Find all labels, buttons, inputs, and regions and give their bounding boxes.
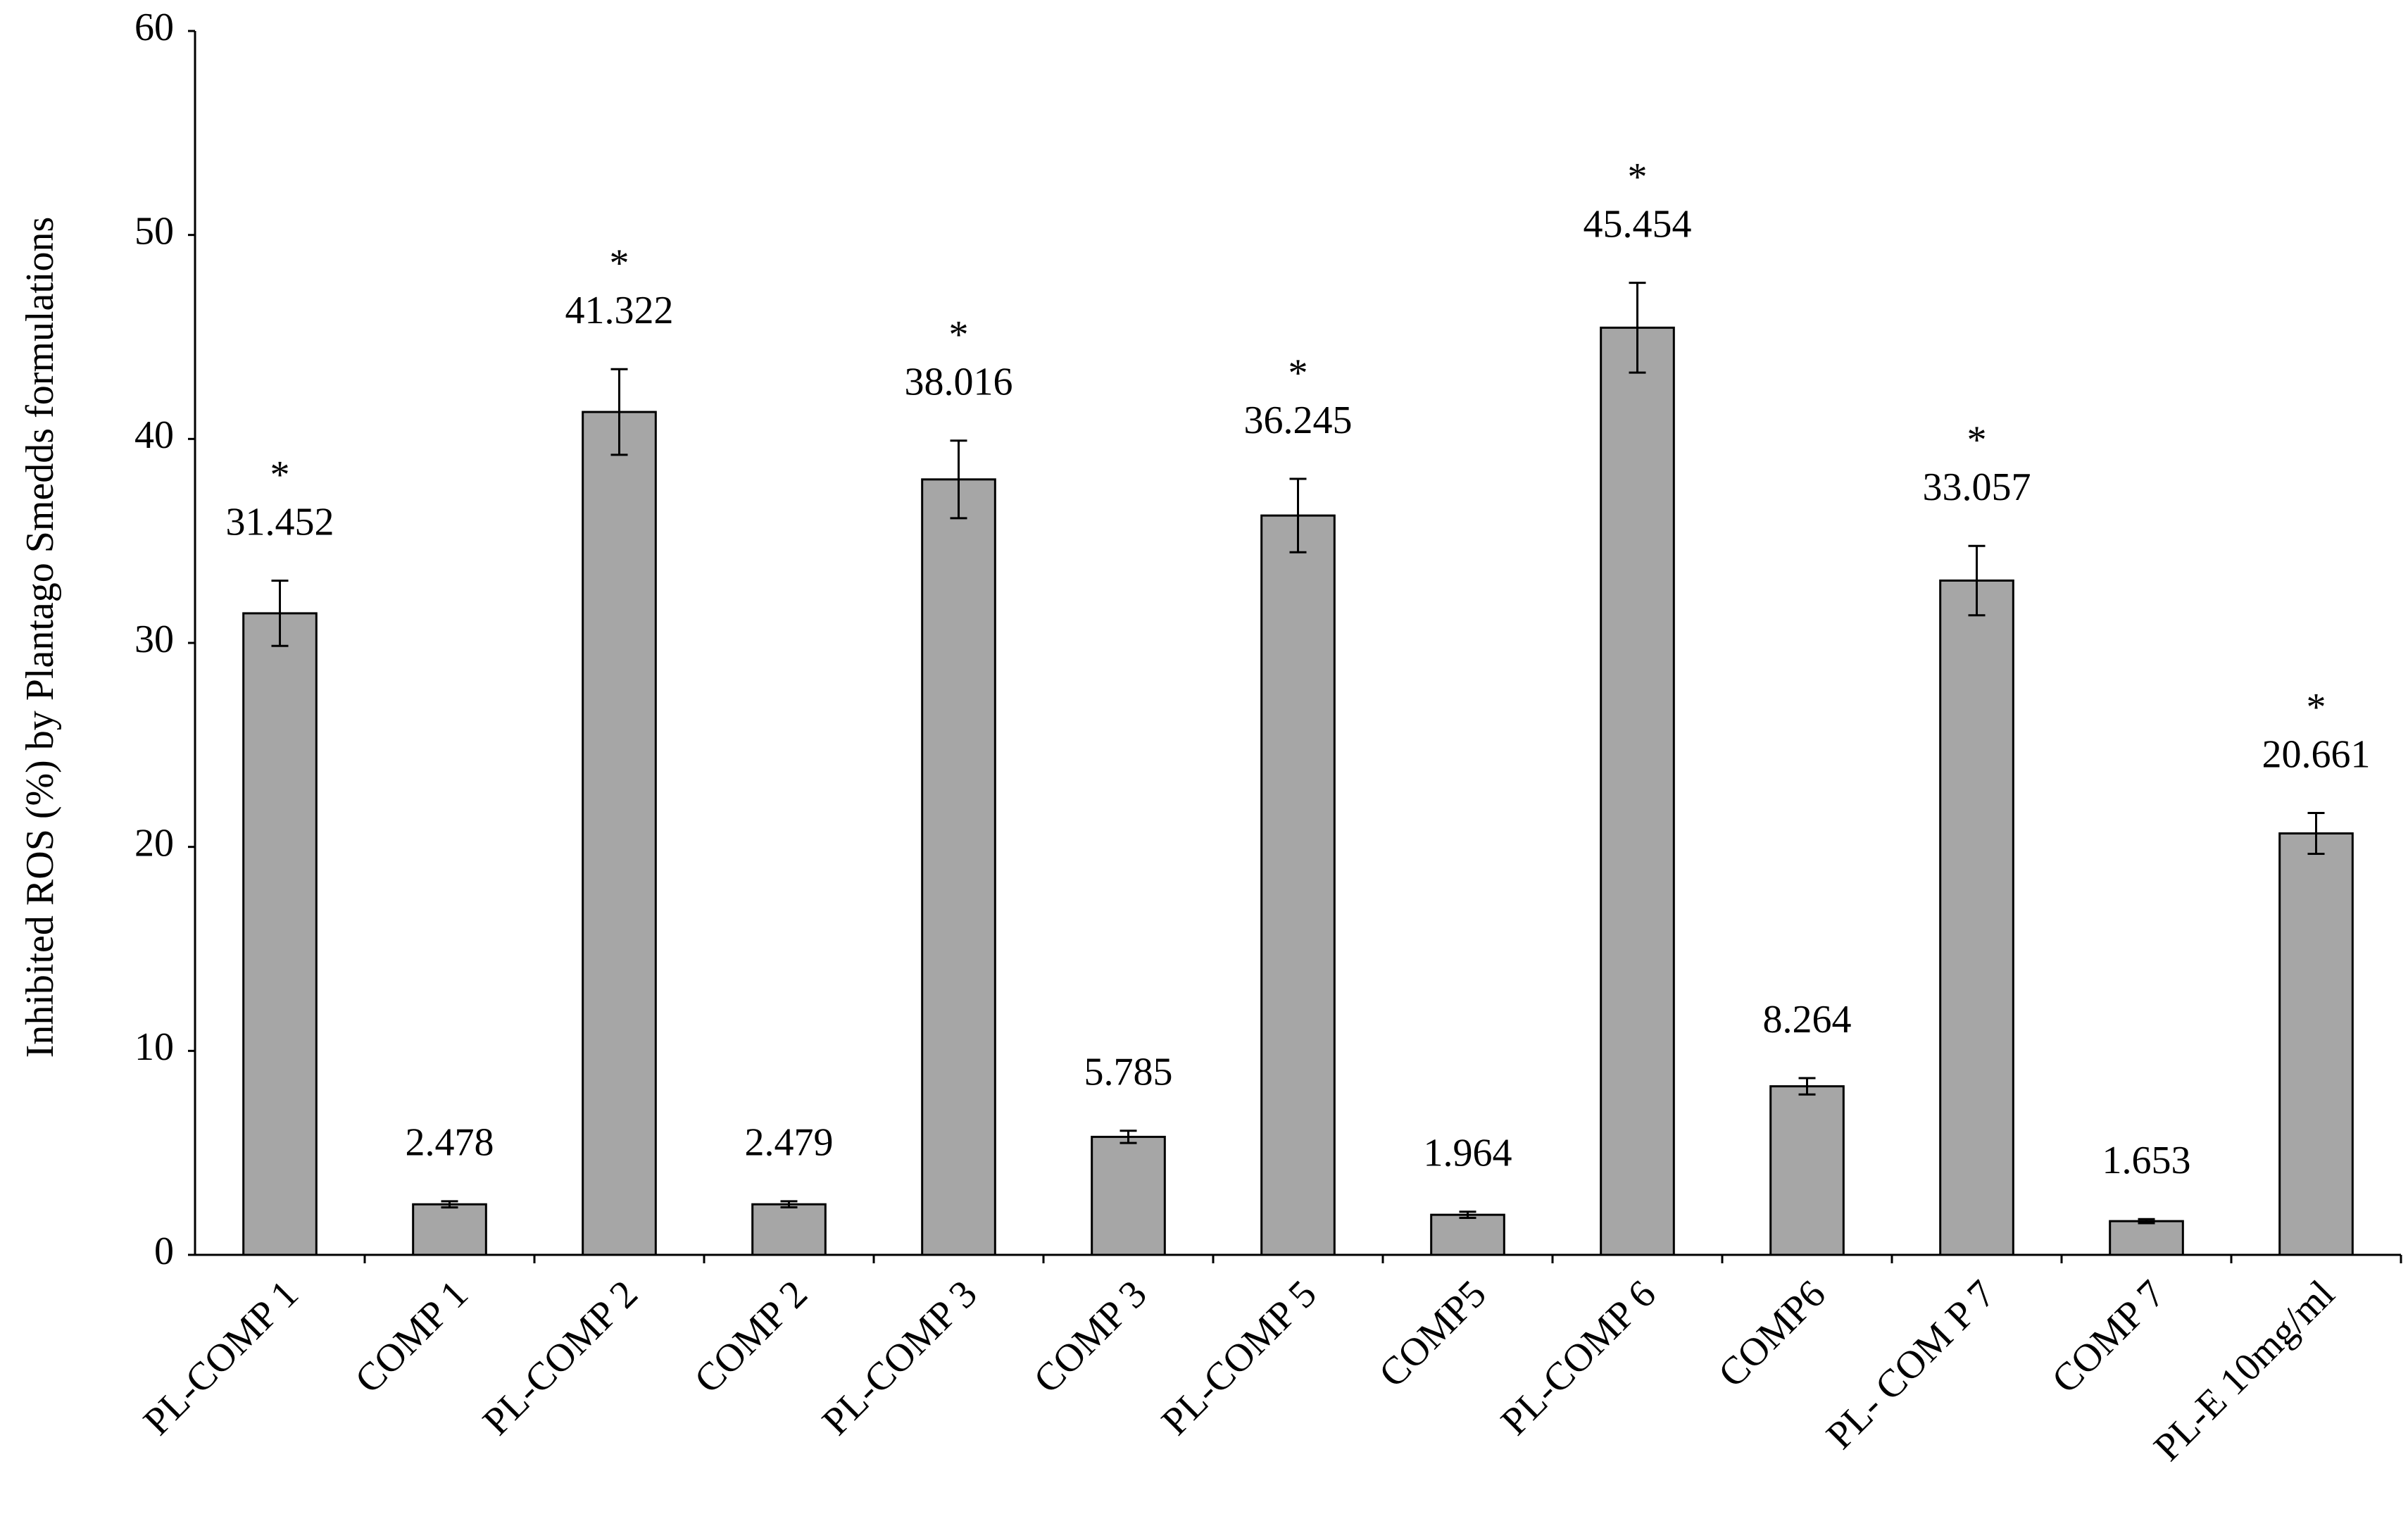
value-label: 2.478	[406, 1121, 494, 1165]
value-label: 41.322	[565, 289, 674, 332]
x-tick-label: PL-COMP 6	[1493, 1272, 1664, 1444]
value-label: 8.264	[1763, 998, 1852, 1041]
y-tick-label: 40	[134, 413, 174, 457]
error-bar	[950, 439, 967, 520]
value-label: 36.245	[1244, 399, 1353, 442]
error-bar	[780, 1200, 798, 1209]
bar	[1769, 1085, 1845, 1256]
significance-marker: *	[270, 453, 290, 496]
bar	[2278, 832, 2354, 1256]
y-tick-label: 60	[134, 6, 174, 49]
x-tick-label: PL- COM P 7	[1818, 1272, 2004, 1458]
error-bar	[610, 368, 628, 456]
error-bar	[1629, 282, 1646, 374]
value-label: 33.057	[1923, 465, 2031, 509]
x-tick-label: COMP 1	[346, 1272, 476, 1401]
x-tick-label: PL-E 10mg/ml	[2145, 1272, 2343, 1469]
x-tick-label: PL-COMP 5	[1153, 1272, 1325, 1444]
bar	[1091, 1135, 1166, 1256]
bar	[582, 411, 657, 1256]
x-tick-label: COMP 3	[1025, 1272, 1155, 1401]
value-label: 38.016	[905, 361, 1013, 404]
y-axis-label: Inhibited ROS (%) by Plantago Smedds for…	[18, 217, 62, 1058]
x-tick-label: PL-COMP 1	[135, 1272, 307, 1444]
x-tick-label: PL-COMP 3	[814, 1272, 986, 1444]
significance-marker: *	[949, 313, 969, 357]
value-label: 2.479	[745, 1121, 834, 1165]
significance-marker: *	[1967, 418, 1987, 462]
x-tick-label: COMP6	[1710, 1272, 1834, 1396]
bar	[751, 1203, 827, 1256]
bar	[1260, 514, 1336, 1256]
bar	[412, 1203, 487, 1256]
error-bar	[2138, 1218, 2155, 1225]
value-label: 1.964	[1424, 1132, 1512, 1175]
value-label: 45.454	[1584, 202, 1692, 246]
significance-marker: *	[1628, 155, 1648, 199]
x-tick-label: COMP 2	[686, 1272, 815, 1401]
significance-marker: *	[610, 242, 629, 285]
error-bar	[441, 1200, 458, 1209]
bar	[1939, 579, 2014, 1256]
significance-marker: *	[1288, 351, 1308, 395]
error-bar	[1289, 477, 1307, 553]
significance-marker: *	[2307, 685, 2326, 729]
x-tick-label: COMP5	[1371, 1272, 1495, 1396]
error-bar	[2307, 812, 2325, 855]
bar	[242, 612, 318, 1256]
x-tick-label: PL-COMP 2	[475, 1272, 646, 1444]
y-tick-label: 50	[134, 210, 174, 254]
y-tick-label: 0	[154, 1230, 174, 1273]
bar	[1600, 326, 1675, 1256]
error-bar	[1459, 1210, 1476, 1219]
y-tick-label: 20	[134, 822, 174, 865]
error-bar	[1120, 1130, 1137, 1144]
x-tick-label: COMP 7	[2043, 1272, 2173, 1401]
bar	[1430, 1213, 1505, 1256]
error-bar	[1798, 1077, 1816, 1096]
bar	[2109, 1220, 2184, 1256]
value-label: 1.653	[2102, 1139, 2191, 1182]
bar	[921, 478, 996, 1256]
error-bar	[271, 580, 289, 647]
value-label: 20.661	[2262, 732, 2371, 776]
value-label: 5.785	[1084, 1051, 1173, 1094]
y-tick-label: 10	[134, 1025, 174, 1069]
y-tick-label: 30	[134, 618, 174, 661]
value-label: 31.452	[226, 500, 334, 544]
error-bar	[1968, 544, 1986, 617]
